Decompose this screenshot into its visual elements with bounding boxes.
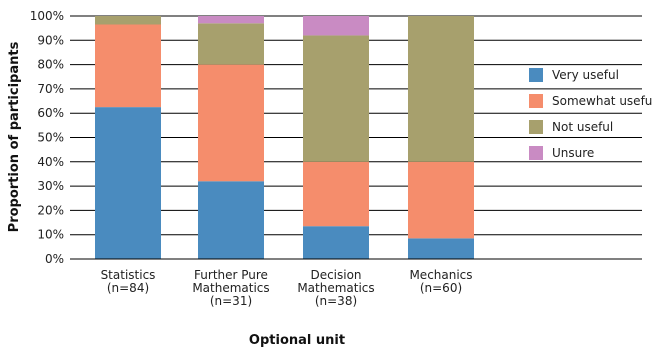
legend-swatch bbox=[529, 68, 543, 82]
legend-swatch bbox=[529, 146, 543, 160]
y-tick-label: 100% bbox=[30, 9, 64, 23]
y-tick-label: 50% bbox=[37, 131, 64, 145]
x-tick-label: (n=38) bbox=[315, 294, 357, 308]
legend-label: Somewhat useful bbox=[552, 94, 652, 108]
bar-segment bbox=[95, 107, 161, 259]
x-tick-label: (n=60) bbox=[420, 281, 462, 295]
y-tick-label: 40% bbox=[37, 155, 64, 169]
legend-label: Unsure bbox=[552, 146, 594, 160]
legend-swatch bbox=[529, 94, 543, 108]
x-tick-label: (n=84) bbox=[107, 281, 149, 295]
legend: Very useful Somewhat useful Not useful Unsu… bbox=[529, 68, 652, 160]
y-tick-label: 60% bbox=[37, 106, 64, 120]
bar-segment bbox=[408, 238, 474, 259]
y-tick-label: 10% bbox=[37, 228, 64, 242]
x-tick-label: Mechanics bbox=[409, 268, 472, 282]
bars bbox=[95, 16, 474, 259]
x-axis-title: Optional unit bbox=[249, 333, 345, 348]
x-axis-categories: Statistics(n=84)Further PureMathematics(… bbox=[101, 268, 473, 308]
bar-segment bbox=[408, 16, 474, 162]
bar-segment bbox=[303, 226, 369, 259]
bar-segment bbox=[198, 23, 264, 65]
x-tick-label: Mathematics bbox=[297, 281, 374, 295]
bar-segment bbox=[198, 16, 264, 24]
bar-segment bbox=[95, 16, 161, 25]
bar-segment bbox=[303, 161, 369, 227]
x-tick-label: Statistics bbox=[101, 268, 156, 282]
x-tick-label: Decision bbox=[310, 268, 361, 282]
bar-segment bbox=[303, 16, 369, 36]
bar-segment bbox=[95, 24, 161, 108]
bar-segment bbox=[408, 161, 474, 239]
x-tick-label: (n=31) bbox=[210, 294, 252, 308]
legend-label: Very useful bbox=[552, 68, 619, 82]
y-tick-label: 80% bbox=[37, 58, 64, 72]
y-axis-title: Proportion of participants bbox=[7, 41, 22, 232]
y-tick-label: 70% bbox=[37, 82, 64, 96]
y-axis-ticks: 0% 10% 20% 30% 40% 50% 60% 70% 80% 90% 100% bbox=[30, 9, 64, 266]
y-tick-label: 0% bbox=[45, 252, 64, 266]
legend-swatch bbox=[529, 120, 543, 134]
bar-segment bbox=[198, 181, 264, 259]
x-tick-label: Mathematics bbox=[192, 281, 269, 295]
bar-segment bbox=[198, 64, 264, 182]
x-tick-label: Further Pure bbox=[194, 268, 268, 282]
y-tick-label: 30% bbox=[37, 179, 64, 193]
y-tick-label: 20% bbox=[37, 203, 64, 217]
y-tick-label: 90% bbox=[37, 33, 64, 47]
legend-label: Not useful bbox=[552, 120, 613, 134]
bar-segment bbox=[303, 35, 369, 162]
